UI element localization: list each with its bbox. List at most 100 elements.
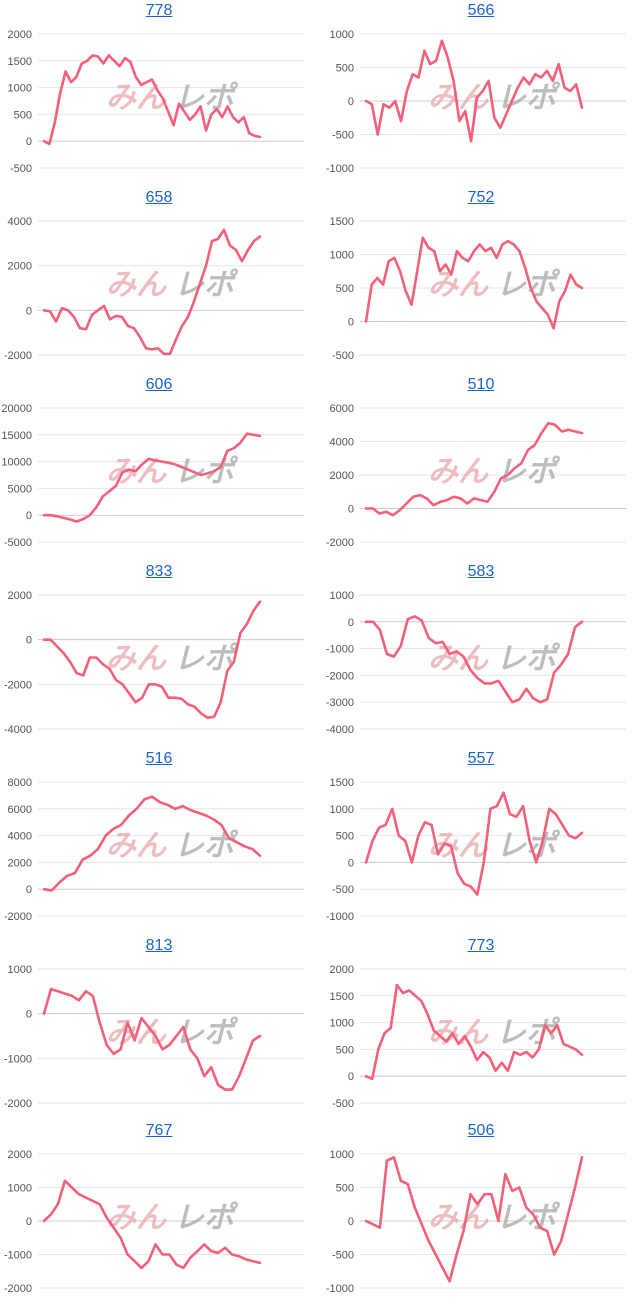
y-tick-label: 20000 (1, 403, 32, 415)
chart-title-link[interactable]: 778 (145, 2, 173, 19)
series-line (364, 1155, 584, 1283)
y-tick-label: 1000 (330, 250, 354, 262)
y-tick-label: 500 (336, 831, 354, 843)
y-tick-label: 500 (336, 283, 354, 295)
series-line (364, 39, 584, 143)
y-tick-label: -500 (10, 163, 32, 175)
chart-title-link[interactable]: 606 (145, 376, 173, 393)
line-chart: 8000 6000 4000 2000 0 -2000 みん レポ (4, 777, 304, 923)
y-tick-label: 1000 (330, 1018, 354, 1030)
y-tick-label: 0 (26, 1216, 32, 1228)
chart-panel-0: 778 2000 1500 1000 500 0 -500 みん レポ (0, 0, 318, 186)
chart-title-link[interactable]: 773 (467, 937, 495, 954)
series-line (364, 421, 584, 517)
y-tick-label: 500 (14, 109, 32, 121)
series-line (42, 228, 262, 356)
line-chart: 6000 4000 2000 0 -2000 みん レポ (326, 403, 626, 549)
y-tick-label: -500 (332, 1098, 354, 1110)
series-line (42, 795, 262, 892)
chart-title-link[interactable]: 516 (145, 750, 173, 767)
y-tick-label: 1000 (330, 1149, 354, 1161)
y-tick-label: -2000 (4, 350, 32, 362)
line-chart: 2000 0 -2000 -4000 みん レポ (4, 590, 304, 736)
series-line (42, 987, 262, 1091)
chart-title-link[interactable]: 752 (467, 189, 495, 206)
watermark-logo: みん レポ (428, 1201, 561, 1236)
y-tick-label: 1500 (330, 991, 354, 1003)
watermark-logo: みん レポ (428, 455, 561, 490)
chart-title-link[interactable]: 833 (145, 563, 173, 580)
y-tick-label: 1000 (330, 29, 354, 41)
y-tick-label: 5000 (8, 483, 32, 495)
y-tick-label: 0 (348, 1216, 354, 1228)
y-tick-label: 0 (26, 1009, 32, 1021)
chart-title-link[interactable]: 658 (145, 189, 173, 206)
y-tick-label: -2000 (4, 1283, 32, 1295)
y-tick-label: -4000 (4, 724, 32, 736)
y-tick-label: 2000 (8, 590, 32, 602)
y-tick-label: 0 (348, 617, 354, 629)
series-line (364, 983, 584, 1081)
y-tick-label: 6000 (330, 403, 354, 415)
line-chart: 2000 1000 0 -1000 -2000 みん レポ (4, 1149, 304, 1295)
y-tick-label: 8000 (8, 777, 32, 789)
y-tick-label: 1000 (330, 590, 354, 602)
y-tick-label: 2000 (8, 29, 32, 41)
y-tick-label: 1500 (330, 777, 354, 789)
chart-title-link[interactable]: 506 (467, 1122, 495, 1139)
chart-title-link[interactable]: 767 (145, 1122, 173, 1139)
series-line (364, 791, 584, 896)
series-line (42, 600, 262, 720)
chart-title-link[interactable]: 557 (467, 750, 495, 767)
series-line (42, 432, 262, 523)
series-line (364, 615, 584, 704)
y-tick-label: 0 (26, 510, 32, 522)
y-tick-label: -5000 (4, 537, 32, 549)
watermark-logo: みん レポ (428, 642, 561, 677)
y-tick-label: 0 (348, 857, 354, 869)
chart-panel-6: 833 2000 0 -2000 -4000 みん レポ (0, 561, 318, 747)
y-tick-label: -2000 (4, 679, 32, 691)
y-tick-label: 4000 (330, 437, 354, 449)
chart-panel-7: 583 1000 0 -1000 -2000 -3000 -4000 みん レポ (322, 561, 640, 747)
y-tick-label: 2000 (8, 1149, 32, 1161)
y-tick-label: 15000 (1, 430, 32, 442)
line-chart: 1500 1000 500 0 -500 -1000 みん レポ (326, 777, 626, 923)
chart-title-link[interactable]: 813 (145, 937, 173, 954)
watermark-logo: みん レポ (106, 81, 239, 116)
chart-title-link[interactable]: 566 (467, 2, 495, 19)
y-tick-label: 0 (26, 635, 32, 647)
chart-panel-3: 752 1500 1000 500 0 -500 みん レポ (322, 187, 640, 373)
y-tick-label: -1000 (326, 163, 354, 175)
y-tick-label: 0 (348, 504, 354, 516)
series-line (42, 54, 262, 146)
y-tick-label: -2000 (326, 670, 354, 682)
chart-panel-11: 773 2000 1500 1000 500 0 -500 みん レポ (322, 935, 640, 1121)
y-tick-label: -3000 (326, 697, 354, 709)
y-tick-label: -500 (332, 130, 354, 142)
watermark-logo: みん レポ (428, 829, 561, 864)
chart-title-link[interactable]: 583 (467, 563, 495, 580)
y-tick-label: 500 (336, 1044, 354, 1056)
y-tick-label: -1000 (326, 1283, 354, 1295)
y-tick-label: -2000 (4, 911, 32, 923)
y-tick-label: 0 (26, 136, 32, 148)
chart-title-link[interactable]: 510 (467, 376, 495, 393)
y-tick-label: 4000 (8, 831, 32, 843)
chart-panel-4: 606 20000 15000 10000 5000 0 -5000 みん レポ (0, 374, 318, 560)
chart-panel-8: 516 8000 6000 4000 2000 0 -2000 みん レポ (0, 748, 318, 934)
y-tick-label: 2000 (8, 261, 32, 273)
y-tick-label: -500 (332, 350, 354, 362)
line-chart: 1500 1000 500 0 -500 みん レポ (330, 216, 626, 362)
y-tick-label: 0 (26, 884, 32, 896)
y-tick-label: -1000 (326, 911, 354, 923)
y-tick-label: -1000 (4, 1053, 32, 1065)
watermark-logo: みん レポ (106, 455, 239, 490)
y-tick-label: 2000 (330, 964, 354, 976)
y-tick-label: 0 (348, 96, 354, 108)
y-tick-label: 2000 (8, 857, 32, 869)
y-tick-label: 2000 (330, 470, 354, 482)
watermark-logo: みん レポ (106, 1201, 239, 1236)
watermark-logo: みん レポ (106, 829, 239, 864)
